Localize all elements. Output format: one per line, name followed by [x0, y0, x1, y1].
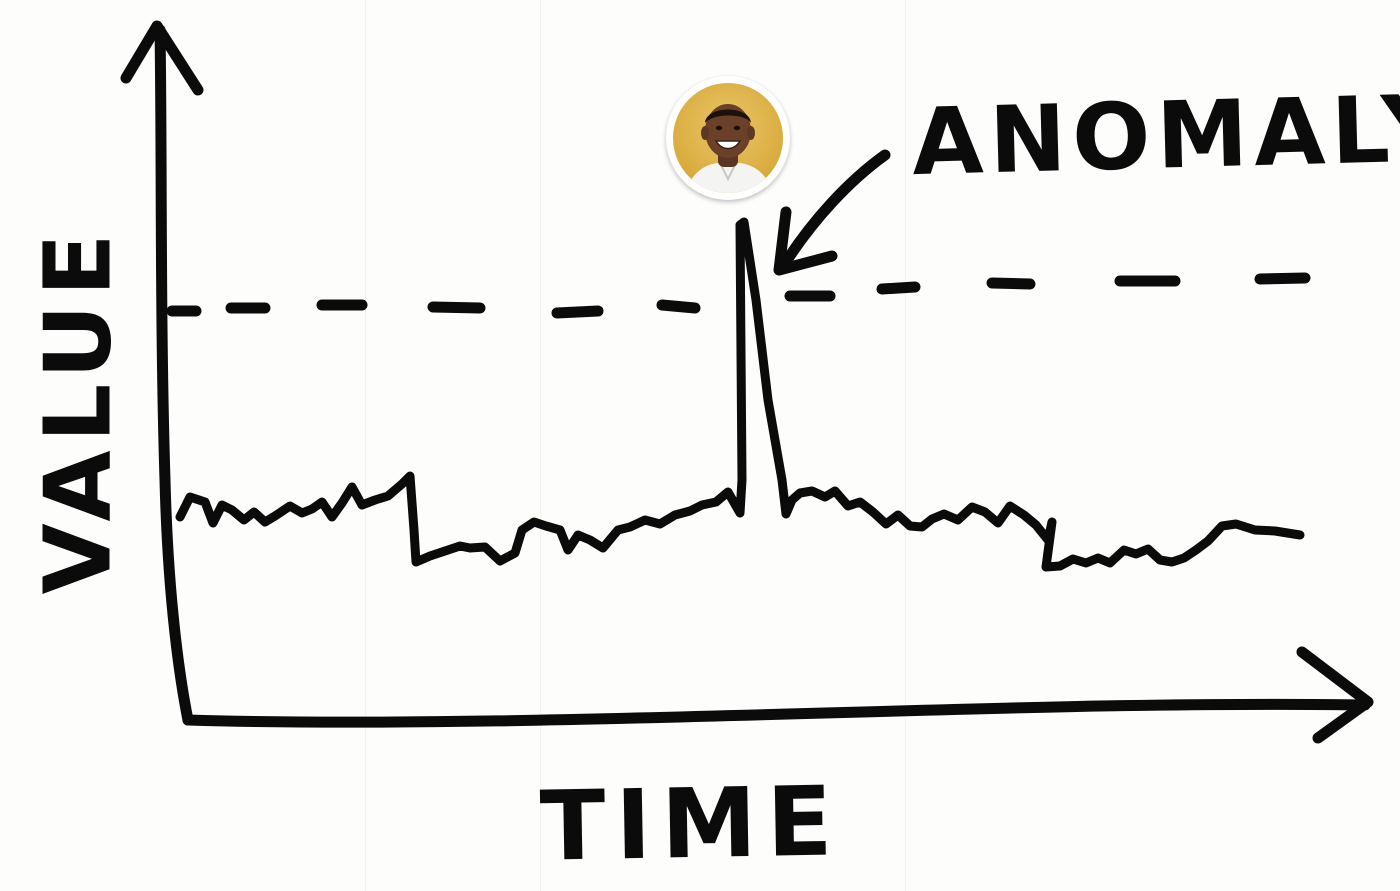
- avatar: [666, 76, 790, 200]
- y-axis-arrowhead: [120, 20, 204, 96]
- anomaly-pointer-arrow: [776, 149, 891, 274]
- paper-texture-line: [540, 0, 541, 891]
- x-axis: [182, 698, 1371, 728]
- anomaly-pointer-arrowhead: [773, 206, 838, 276]
- person-photo-avatar-icon: [673, 83, 783, 193]
- y-axis-label: VALUE: [24, 225, 132, 595]
- person-portrait: [685, 104, 773, 193]
- threshold-line: [166, 272, 1311, 319]
- x-axis-label: TIME: [539, 765, 844, 883]
- y-axis: [154, 24, 194, 726]
- paper-texture-line: [905, 0, 906, 891]
- paper-texture-line: [365, 0, 366, 891]
- anomaly-label: ANOMALY: [910, 74, 1400, 197]
- x-axis-arrowhead: [1296, 646, 1374, 744]
- time-series-line: [175, 217, 1305, 572]
